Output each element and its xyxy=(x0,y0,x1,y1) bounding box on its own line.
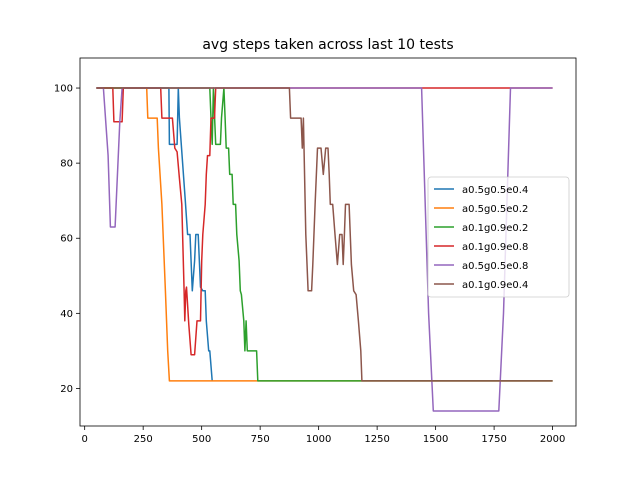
legend-label: a0.1g0.9e0.2 xyxy=(462,223,528,234)
chart-title: avg steps taken across last 10 tests xyxy=(202,37,453,53)
x-tick-label: 250 xyxy=(134,434,153,445)
x-tick-label: 1000 xyxy=(306,434,331,445)
x-tick-label: 500 xyxy=(192,434,211,445)
y-tick-label: 40 xyxy=(60,309,73,320)
series-line-3 xyxy=(96,87,553,382)
series-line-4 xyxy=(96,87,553,356)
legend-label: a0.1g0.9e0.4 xyxy=(462,280,528,291)
legend-label: a0.5g0.5e0.2 xyxy=(462,204,528,215)
x-tick-label: 0 xyxy=(81,434,87,445)
plot-area: 0 250 500 750 1000 1250 1500 1750 2000 20 40 60 80 10… xyxy=(54,57,577,445)
y-tick-label: 100 xyxy=(54,84,73,95)
y-tick-label: 60 xyxy=(60,234,73,245)
series-line-6 xyxy=(96,87,553,382)
series-line-1 xyxy=(96,87,213,381)
y-tick-label: 80 xyxy=(60,159,73,170)
x-tick-label: 1750 xyxy=(481,434,506,445)
y-tick-label: 20 xyxy=(60,384,73,395)
series-line-2 xyxy=(96,87,553,382)
axes-frame xyxy=(79,57,577,427)
legend-label: a0.5g0.5e0.8 xyxy=(462,261,528,272)
x-tick-label: 1500 xyxy=(423,434,448,445)
legend-label: a0.5g0.5e0.4 xyxy=(462,185,528,196)
legend: a0.5g0.5e0.4 a0.5g0.5e0.2 a0.1g0.9e0.2 a0.1… xyxy=(427,176,570,298)
x-tick-label: 750 xyxy=(251,434,270,445)
legend-label: a0.1g0.9e0.8 xyxy=(462,242,528,253)
legend-frame xyxy=(427,176,570,298)
x-tick-label: 1250 xyxy=(364,434,389,445)
x-tick-label: 2000 xyxy=(540,434,565,445)
